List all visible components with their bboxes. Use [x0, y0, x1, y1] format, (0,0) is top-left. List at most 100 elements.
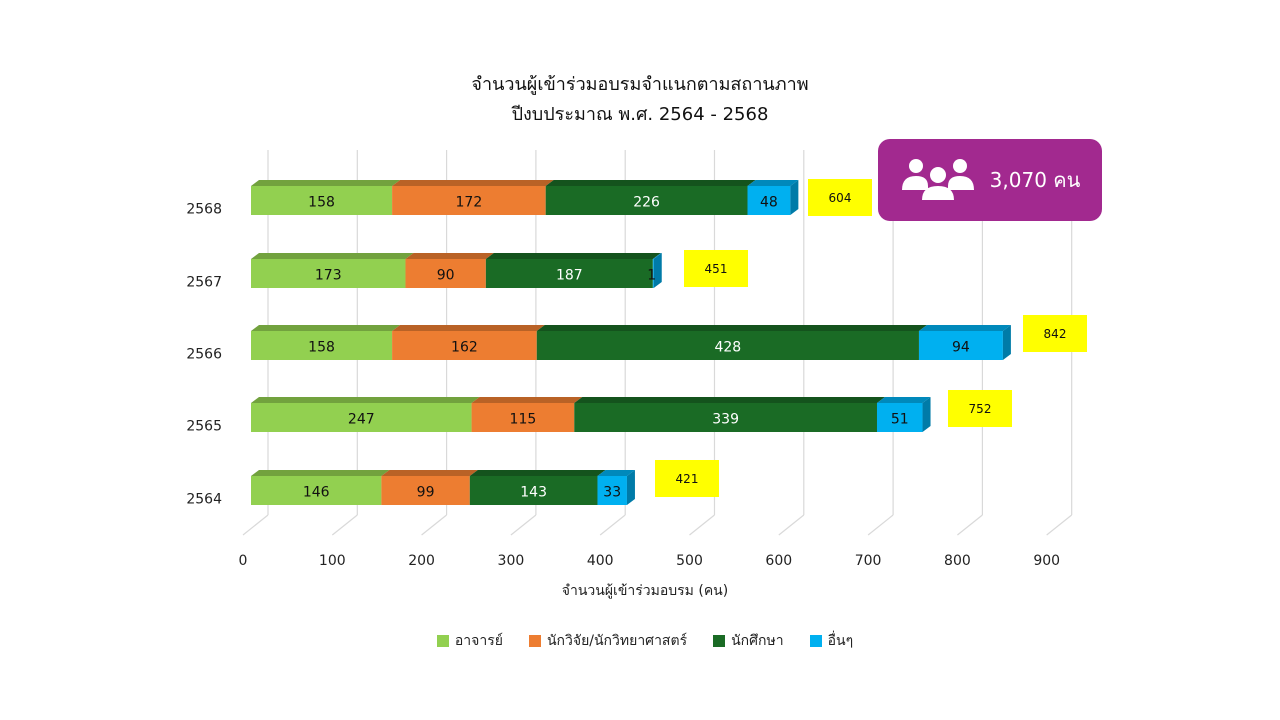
data-label: 428: [714, 340, 741, 356]
bar-segment: [876, 403, 923, 432]
bar-segment: [251, 259, 406, 288]
data-label: 146: [303, 485, 330, 501]
bar-segment: [597, 476, 627, 505]
bar-top-face: [392, 325, 545, 331]
bar-top-face: [536, 325, 927, 331]
bar-side-face: [1002, 325, 1011, 360]
x-tick-label: 0: [239, 553, 248, 569]
y-tick-label: 2564: [186, 492, 222, 508]
data-label: 158: [308, 195, 335, 211]
total-box: [684, 250, 748, 287]
gridline-floor: [242, 514, 269, 536]
y-tick-label: 2568: [186, 202, 222, 218]
total-box: [808, 179, 872, 216]
bar-top-face: [918, 325, 1011, 331]
bar-segment: [918, 331, 1003, 360]
bar-top-face: [251, 397, 480, 403]
chart-title: จำนวนผู้เข้าร่วมอบรมจำแนกตามสถานภาพ ปีงบ…: [0, 70, 1280, 130]
total-label: 421: [676, 472, 699, 486]
bar-segment: [405, 259, 486, 288]
data-label: 94: [952, 340, 970, 356]
bar-side-face: [790, 180, 799, 215]
x-tick-label: 600: [765, 553, 792, 569]
x-axis-label: จำนวนผู้เข้าร่วมอบรม (คน): [561, 583, 729, 599]
chart-title-line2: ปีงบประมาณ พ.ศ. 2564 - 2568: [511, 104, 769, 125]
gridline-floor: [599, 514, 626, 536]
data-label: 33: [603, 485, 621, 501]
total-label: 604: [829, 191, 852, 205]
bar-top-face: [469, 470, 606, 476]
legend-label: นักวิจัย/นักวิทยาศาสตร์: [546, 633, 688, 649]
total-label: 451: [705, 262, 728, 276]
bar-segment: [471, 403, 575, 432]
y-tick-label: 2565: [186, 419, 222, 435]
total-label: 842: [1044, 327, 1067, 341]
bar-segment: [747, 186, 791, 215]
bar-segment: [251, 403, 472, 432]
bar-top-face: [392, 180, 554, 186]
bar-top-face: [876, 397, 931, 403]
badge-text: 3,070 คน: [989, 168, 1081, 192]
gridline-floor: [510, 514, 537, 536]
y-tick-label: 2566: [186, 347, 222, 363]
bar-segment: [485, 259, 653, 288]
legend: อาจารย์ นักวิจัย/นักวิทยาศาสตร์ นักศึกษา…: [0, 630, 1280, 652]
bar-top-face: [545, 180, 756, 186]
legend-label: นักศึกษา: [731, 633, 784, 649]
data-label: 143: [520, 485, 547, 501]
total-box: [655, 460, 719, 497]
data-label: 51: [891, 412, 909, 428]
bar-segment: [574, 403, 877, 432]
legend-swatch: [809, 635, 822, 647]
total-label: 752: [969, 402, 992, 416]
legend-swatch: [713, 635, 726, 647]
bar-top-face: [471, 397, 583, 403]
data-label: 226: [633, 195, 660, 211]
bar-top-face: [652, 253, 662, 259]
legend-item-lecturer: อาจารย์: [436, 630, 503, 652]
data-label: 339: [712, 412, 739, 428]
bar-segment: [545, 186, 748, 215]
x-tick-label: 100: [319, 553, 346, 569]
gridline-floor: [421, 514, 447, 536]
data-label: 247: [348, 412, 375, 428]
people-group-icon: [901, 159, 974, 200]
legend-label: อาจารย์: [454, 633, 503, 649]
legend-swatch: [436, 635, 449, 647]
total-badge: 3,070 คน: [878, 139, 1102, 221]
data-label: 162: [451, 340, 478, 356]
x-tick-label: 500: [676, 553, 703, 569]
data-label: 187: [556, 268, 583, 284]
data-label: 172: [456, 195, 483, 211]
bar-side-face: [922, 397, 931, 432]
bar-top-face: [574, 397, 885, 403]
gridline-floor: [867, 514, 894, 536]
data-label: 158: [308, 340, 335, 356]
bar-top-face: [251, 470, 390, 476]
bar-top-face: [251, 253, 414, 259]
legend-item-other: อื่นๆ: [809, 630, 854, 652]
data-label: 115: [510, 412, 537, 428]
x-tick-label: 900: [1033, 553, 1060, 569]
legend-item-researcher: นักวิจัย/นักวิทยาศาสตร์: [528, 630, 688, 652]
data-label: 1: [647, 268, 656, 284]
gridline-floor: [689, 514, 715, 536]
bar-segment: [392, 186, 546, 215]
bar-segment: [251, 186, 393, 215]
bar-top-face: [381, 470, 478, 476]
legend-label: อื่นๆ: [827, 633, 854, 649]
bar-top-face: [251, 325, 401, 331]
bar-segment: [251, 331, 393, 360]
total-box: [948, 390, 1012, 427]
bar-top-face: [747, 180, 799, 186]
gridline-floor: [1046, 514, 1073, 536]
bar-segment: [251, 476, 382, 505]
bar-top-face: [597, 470, 635, 476]
gridline-floor: [957, 514, 983, 536]
y-tick-label: 2567: [186, 275, 222, 291]
bar-side-face: [626, 470, 635, 505]
bar-top-face: [485, 253, 661, 259]
data-label: 99: [417, 485, 435, 501]
x-tick-label: 200: [408, 553, 435, 569]
